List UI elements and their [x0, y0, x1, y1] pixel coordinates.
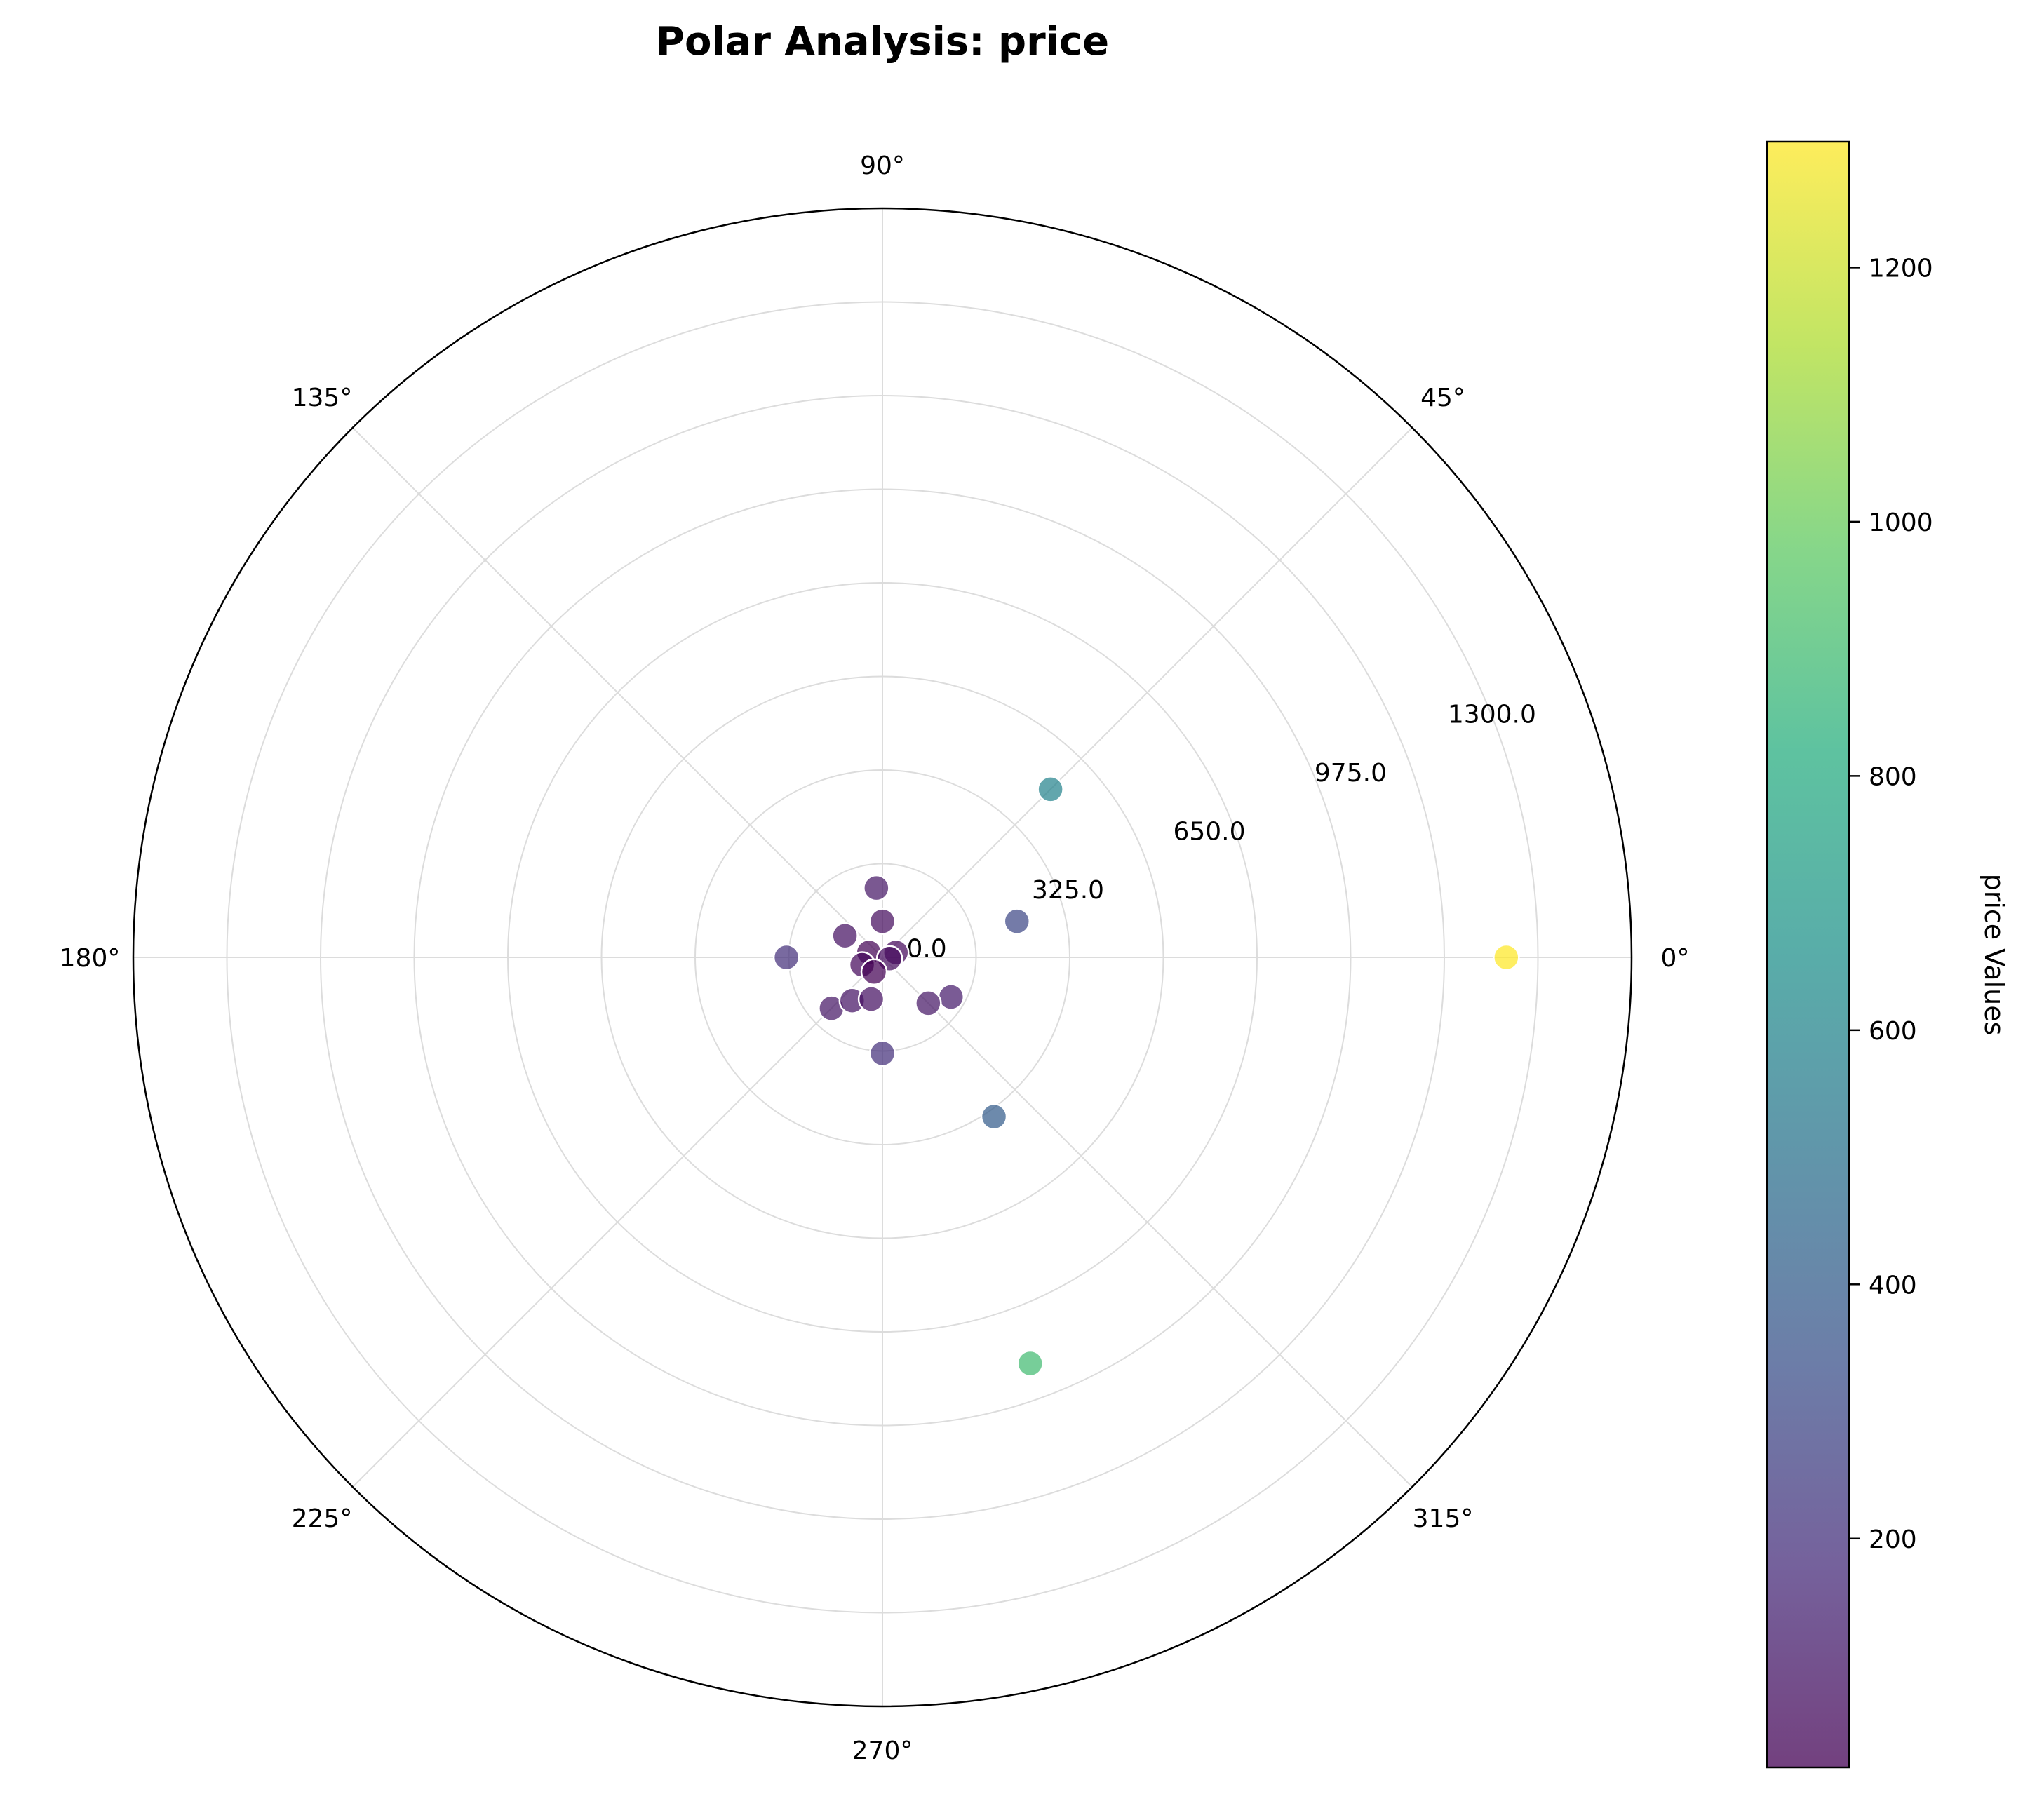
angular-tick-label: 45° [1420, 384, 1465, 412]
radial-tick-label: 0.0 [906, 934, 946, 963]
angular-tick-label: 225° [292, 1504, 353, 1533]
angular-tick-label: 180° [60, 944, 121, 973]
colorbar-tick-label: 1200 [1869, 254, 1933, 283]
colorbar-tick-label: 1000 [1869, 508, 1933, 537]
colorbar-tick-label: 400 [1869, 1271, 1917, 1300]
polar-frame [132, 207, 1633, 1708]
radial-gridline [600, 675, 1164, 1239]
chart-title: Polar Analysis: price [656, 19, 1109, 65]
radial-gridline [694, 769, 1070, 1145]
angular-tick-label: 135° [292, 384, 353, 412]
radial-tick-labels: 0.0 325.0 650.0 975.0 1300.0 [906, 701, 1535, 964]
colorbar-label: price Values [1979, 874, 2010, 1036]
scatter-point [863, 874, 890, 902]
scatter-point [980, 1103, 1008, 1131]
radial-gridline [413, 488, 1352, 1427]
scatter-point [772, 943, 800, 971]
scatter-point [1003, 908, 1031, 935]
scatter-point [868, 1039, 896, 1067]
colorbar: 200 400 600 800 1000 1200 price Values [1766, 140, 2010, 1769]
radial-tick-label: 325.0 [1032, 876, 1104, 905]
colorbar-ticks: 200 400 600 800 1000 1200 [1849, 254, 1933, 1554]
angular-tick-labels: 0° 45° 90° 135° 180° 225° 270° 315° [60, 151, 1690, 1765]
scatter-point [1493, 943, 1520, 971]
angular-tick-label: 315° [1413, 1504, 1474, 1533]
radial-tick-label: 1300.0 [1448, 701, 1536, 729]
polar-grid [133, 208, 1632, 1706]
colorbar-tick-label: 200 [1869, 1525, 1917, 1554]
angular-tick-label: 0° [1661, 944, 1690, 973]
scatter-point [857, 985, 885, 1013]
radial-gridline [226, 301, 1539, 1614]
radial-gridline [507, 582, 1258, 1333]
angular-tick-label: 270° [852, 1737, 913, 1765]
colorbar-tick-label: 800 [1869, 762, 1917, 791]
radial-tick-label: 975.0 [1315, 759, 1387, 788]
scatter-point [937, 983, 965, 1011]
scatter-point [1037, 776, 1064, 803]
scatter-points [772, 776, 1520, 1377]
scatter-point [868, 908, 896, 935]
angular-tick-label: 90° [860, 151, 905, 180]
radial-gridline [320, 395, 1445, 1520]
scatter-point [860, 958, 888, 986]
colorbar-gradient [1766, 140, 1850, 1769]
colorbar-tick-label: 600 [1869, 1017, 1917, 1046]
scatter-point [1016, 1349, 1044, 1377]
scatter-point [915, 990, 942, 1017]
radial-tick-label: 650.0 [1173, 818, 1245, 847]
scatter-point [831, 922, 859, 950]
